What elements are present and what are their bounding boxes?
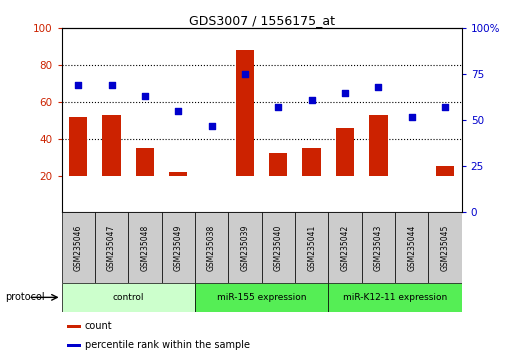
Bar bbox=[269, 154, 287, 176]
Bar bbox=[136, 148, 154, 176]
Point bbox=[307, 97, 315, 103]
Text: count: count bbox=[85, 320, 112, 331]
Text: miR-K12-11 expression: miR-K12-11 expression bbox=[343, 293, 447, 302]
Bar bbox=[103, 115, 121, 176]
Bar bbox=[369, 115, 387, 176]
Bar bbox=[128, 212, 162, 283]
Bar bbox=[262, 212, 295, 283]
Text: GSM235047: GSM235047 bbox=[107, 224, 116, 271]
Bar bbox=[336, 128, 354, 176]
Bar bbox=[67, 344, 81, 347]
Point bbox=[407, 114, 416, 120]
Text: GSM235045: GSM235045 bbox=[441, 224, 449, 271]
Text: GSM235046: GSM235046 bbox=[74, 224, 83, 271]
Point bbox=[441, 105, 449, 110]
Bar bbox=[95, 212, 128, 283]
Bar bbox=[162, 212, 195, 283]
Text: protocol: protocol bbox=[5, 292, 45, 302]
Bar bbox=[62, 283, 195, 312]
Point bbox=[141, 93, 149, 99]
Text: GSM235044: GSM235044 bbox=[407, 224, 416, 271]
Bar bbox=[328, 283, 462, 312]
Title: GDS3007 / 1556175_at: GDS3007 / 1556175_at bbox=[189, 14, 334, 27]
Point bbox=[74, 82, 82, 88]
Text: GSM235048: GSM235048 bbox=[141, 225, 149, 271]
Bar bbox=[303, 148, 321, 176]
Bar bbox=[362, 212, 395, 283]
Text: percentile rank within the sample: percentile rank within the sample bbox=[85, 339, 250, 350]
Bar bbox=[195, 283, 328, 312]
Bar bbox=[169, 172, 187, 176]
Bar bbox=[295, 212, 328, 283]
Point bbox=[241, 72, 249, 77]
Text: miR-155 expression: miR-155 expression bbox=[217, 293, 306, 302]
Point bbox=[174, 108, 182, 114]
Bar bbox=[395, 212, 428, 283]
Text: GSM235039: GSM235039 bbox=[241, 224, 249, 271]
Bar bbox=[236, 50, 254, 176]
Point bbox=[374, 84, 382, 90]
Text: GSM235040: GSM235040 bbox=[274, 224, 283, 271]
Bar bbox=[67, 325, 81, 328]
Bar bbox=[228, 212, 262, 283]
Bar bbox=[195, 212, 228, 283]
Point bbox=[207, 123, 215, 129]
Text: GSM235049: GSM235049 bbox=[174, 224, 183, 271]
Bar bbox=[69, 117, 87, 176]
Bar bbox=[328, 212, 362, 283]
Point bbox=[274, 105, 282, 110]
Text: GSM235043: GSM235043 bbox=[374, 224, 383, 271]
Point bbox=[341, 90, 349, 96]
Bar bbox=[428, 212, 462, 283]
Bar bbox=[436, 166, 454, 176]
Bar bbox=[62, 212, 95, 283]
Text: control: control bbox=[112, 293, 144, 302]
Point bbox=[107, 82, 115, 88]
Text: GSM235041: GSM235041 bbox=[307, 225, 316, 271]
Text: GSM235038: GSM235038 bbox=[207, 225, 216, 271]
Text: GSM235042: GSM235042 bbox=[341, 225, 349, 271]
